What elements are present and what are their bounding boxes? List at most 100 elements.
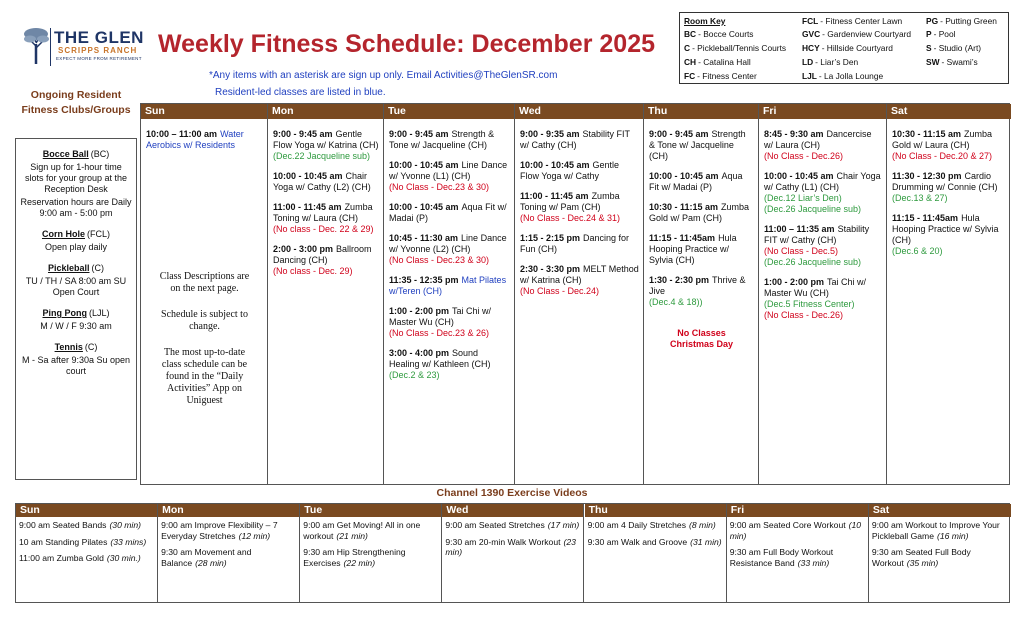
- logo-name: THE GLEN: [54, 28, 144, 47]
- class-line: 9:00 - 9:45 am Strength & Tone w/ Jacquel…: [389, 129, 510, 151]
- class-note: (No Class - Dec.20 & 27): [892, 151, 993, 161]
- video-duration: (17 min): [547, 520, 580, 530]
- club-room: (BC): [90, 149, 110, 159]
- info-notes: Class Descriptions are on the next page.…: [146, 271, 263, 407]
- video-entry: 9:30 am 20-min Walk Workout (23 min): [445, 537, 580, 558]
- class-entry: 11:00 – 11:35 am Stability FIT w/ Cathy (…: [764, 224, 882, 268]
- video-duration: (16 min): [936, 530, 969, 541]
- class-line: 10:00 - 10:45 am Aqua Fit w/ Madai (P): [649, 171, 754, 193]
- video-duration: (33 mins): [110, 536, 147, 547]
- class-entry: 3:00 - 4:00 pm Sound Healing w/ Kathleen …: [389, 348, 510, 381]
- class-name: Gentle Flow Yoga w/ Katrina (CH): [273, 129, 379, 150]
- room-key-item: FC - Fitness Center: [684, 71, 757, 81]
- club-heading: Ping Pong (LJL): [20, 308, 132, 319]
- class-entry: 8:45 - 9:30 am Dancercise w/ Laura (CH) (N…: [764, 129, 882, 162]
- class-time: 11:15 - 11:45am: [649, 233, 716, 243]
- class-line: 2:30 - 3:30 pm MELT Method w/ Katrina (CH…: [520, 264, 639, 286]
- videos-table: Sun 9:00 am Seated Bands (30 min) 10 am Sta…: [15, 503, 1011, 603]
- class-entry: 10:30 - 11:15 am Zumba Gold w/ Laura (CH)…: [892, 129, 1007, 162]
- class-line: 9:00 - 9:35 am Stability FIT w/ Cathy (CH…: [520, 129, 639, 151]
- room-code: PG: [926, 16, 939, 26]
- class-line: 10:00 - 10:45 am Aqua Fit w/ Madai (P): [389, 202, 510, 224]
- closure-note: No Classes Christmas Day: [669, 328, 734, 349]
- day-cell: 9:00 - 9:45 am Gentle Flow Yoga w/ Katrin…: [268, 119, 383, 277]
- class-time: 9:00 - 9:45 am: [273, 129, 333, 139]
- video-title: 9:30 am Walk and Groove: [587, 536, 688, 547]
- room-name: - Studio (Art): [933, 43, 982, 53]
- class-time: 11:00 - 11:45 am: [520, 191, 589, 201]
- video-entry: 9:30 am Walk and Groove (31 min): [588, 537, 723, 548]
- video-title: 9:30 am 20-min Walk Workout: [445, 536, 561, 547]
- video-entry: 10 am Standing Pilates (33 mins): [19, 537, 154, 548]
- class-line: 10:00 – 11:00 am Water Aerobics w/ Reside…: [146, 129, 263, 151]
- class-time: 10:00 - 10:45 am: [764, 171, 834, 181]
- video-title: 9:30 am Seated Full Body Workout: [871, 547, 971, 568]
- class-time: 1:30 - 2:30 pm: [649, 275, 710, 285]
- class-name: Mat Pilates w/Teren (CH): [389, 275, 507, 296]
- room-key: Room Key BC - Bocce Courts C - Pickleball/T…: [679, 12, 1009, 84]
- class-note: (No Class - Dec.26): [764, 151, 844, 161]
- class-time: 10:00 - 10:45 am: [649, 171, 719, 181]
- room-name: - Hillside Courtyard: [821, 43, 893, 53]
- club-detail: Reservation hours are Daily 9:00 am - 5:…: [20, 197, 132, 218]
- class-time: 2:00 - 3:00 pm: [273, 244, 334, 254]
- video-entry: 9:00 am 4 Daily Stretches (8 min): [588, 520, 723, 531]
- logo-tagline: EXPECT MORE FROM RETIREMENT: [56, 56, 142, 61]
- class-line: 8:45 - 9:30 am Dancercise w/ Laura (CH): [764, 129, 882, 151]
- room-name: - Bocce Courts: [698, 29, 754, 39]
- video-duration: (31 min): [690, 536, 722, 547]
- video-duration: (30 min.): [106, 553, 141, 563]
- class-name: Strength & Tone w/ Jacqueline (CH): [649, 129, 746, 161]
- room-name: - Fitness Center: [697, 71, 757, 81]
- room-key-item: LD - Liar’s Den: [802, 57, 858, 67]
- class-note: (Dec.6 & 20): [892, 246, 943, 256]
- day-cell: 9:00 - 9:45 am Strength & Tone w/ Jacquel…: [644, 119, 758, 350]
- video-cell: 9:00 am Workout to Improve Your Pickleba…: [869, 517, 1011, 568]
- club-room: (C): [91, 263, 105, 273]
- class-entry: 11:35 - 12:35 pm Mat Pilates w/Teren (CH): [389, 275, 510, 297]
- logo-divider: [50, 28, 51, 66]
- class-name: Strength & Tone w/ Jacqueline (CH): [389, 129, 495, 150]
- class-note: (No Class - Dec.26): [764, 310, 844, 320]
- class-name: Water Aerobics w/ Residents: [146, 129, 244, 150]
- class-name: MELT Method w/ Katrina (CH): [520, 264, 639, 285]
- video-day-header: Fri: [726, 504, 868, 517]
- class-time: 10:00 - 10:45 am: [389, 160, 459, 170]
- day-header: Sun: [141, 104, 267, 119]
- class-time: 2:30 - 3:30 pm: [520, 264, 581, 274]
- class-name: Tai Chi w/ Master Wu (CH): [764, 277, 867, 298]
- video-day-header: Tue: [300, 504, 442, 517]
- class-time: 8:45 - 9:30 am: [764, 129, 824, 139]
- video-entry: 9:30 am Movement and Balance (28 min): [161, 547, 296, 568]
- class-name: Zumba Gold w/ Laura (CH): [892, 129, 993, 150]
- class-time: 3:00 - 4:00 pm: [389, 348, 450, 358]
- club-name: Ping Pong: [42, 308, 87, 318]
- class-entry: 9:00 - 9:45 am Strength & Tone w/ Jacquel…: [389, 129, 510, 151]
- class-note: (No Class - Dec.24 & 31): [520, 213, 621, 223]
- video-entry: 9:00 am Workout to Improve Your Pickleba…: [872, 520, 1008, 541]
- room-code: C: [684, 43, 691, 53]
- room-code: FCL: [802, 16, 819, 26]
- day-header: Sat: [887, 104, 1011, 119]
- class-entry: 10:00 - 10:45 am Line Dance w/ Yvonne (L1…: [389, 160, 510, 193]
- video-title: 11:00 am Zumba Gold: [19, 553, 104, 563]
- room-code: GVC: [802, 29, 821, 39]
- class-note: (No class - Dec. 22 & 29): [273, 224, 374, 234]
- class-name: Line Dance w/ Yvonne (L1) (CH): [389, 160, 508, 181]
- class-entry: 11:15 - 11:45am Hula Hooping Practice w/ …: [649, 233, 754, 266]
- video-title: 9:00 am Seated Stretches: [445, 520, 545, 530]
- class-line: 1:00 - 2:00 pm Tai Chi w/ Master Wu (CH): [764, 277, 882, 299]
- class-note: (Dec.5 Fitness Center): [764, 299, 855, 309]
- class-name: Sound Healing w/ Kathleen (CH): [389, 348, 491, 369]
- room-name: - Catalina Hall: [698, 57, 751, 67]
- class-name: Chair Yoga w/ Cathy (L2) (CH): [273, 171, 371, 192]
- club-name: Pickleball: [47, 263, 90, 273]
- video-entry: 9:00 am Seated Bands (30 min): [19, 520, 154, 531]
- room-key-item: FCL - Fitness Center Lawn: [802, 16, 902, 26]
- clubs-heading: Ongoing Resident Fitness Clubs/Groups: [21, 89, 131, 116]
- club-detail: Sign up for 1-hour time slots for your g…: [24, 162, 128, 194]
- club-name: Tennis: [54, 342, 83, 352]
- class-entry: 10:00 - 10:45 am Chair Yoga w/ Cathy (L2)…: [273, 171, 379, 193]
- day-cell: 10:30 - 11:15 am Zumba Gold w/ Laura (CH)…: [887, 119, 1011, 257]
- room-name: - Swami’s: [941, 57, 978, 67]
